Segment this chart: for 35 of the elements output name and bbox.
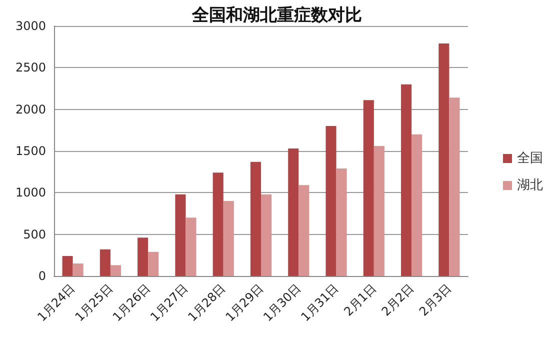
bar xyxy=(62,256,73,276)
bar xyxy=(374,146,384,276)
bar xyxy=(223,201,234,276)
bar xyxy=(438,44,450,276)
bar xyxy=(298,185,310,276)
bar xyxy=(288,148,299,276)
bar xyxy=(72,264,84,276)
y-tick-label: 1000 xyxy=(15,186,46,200)
y-tick-label: 2000 xyxy=(15,102,46,116)
bar xyxy=(326,126,336,276)
bar xyxy=(138,238,148,276)
bar xyxy=(401,84,412,276)
x-tick-label: 2月2日 xyxy=(378,281,416,319)
bar xyxy=(148,252,159,276)
x-tick-label: 2月1日 xyxy=(341,281,379,319)
bar xyxy=(110,265,121,276)
y-tick-label: 0 xyxy=(38,269,46,283)
bar xyxy=(186,218,196,276)
bar xyxy=(100,249,110,276)
chart-title: 全国和湖北重症数对比 xyxy=(191,6,362,26)
bar xyxy=(212,172,224,276)
y-tick-label: 1500 xyxy=(15,144,46,158)
y-tick-label: 2500 xyxy=(15,60,46,75)
y-tick-label: 3000 xyxy=(15,19,46,33)
bar xyxy=(175,194,186,276)
bar xyxy=(363,100,374,276)
bar xyxy=(250,162,261,276)
legend-label: 湖北 xyxy=(517,178,543,193)
bar xyxy=(336,168,347,276)
y-tick-label: 500 xyxy=(23,227,46,242)
x-tick-label: 2月3日 xyxy=(416,281,454,319)
bar xyxy=(412,134,422,276)
bar xyxy=(261,194,272,276)
legend-label: 全国 xyxy=(517,151,543,166)
bar xyxy=(449,98,460,276)
